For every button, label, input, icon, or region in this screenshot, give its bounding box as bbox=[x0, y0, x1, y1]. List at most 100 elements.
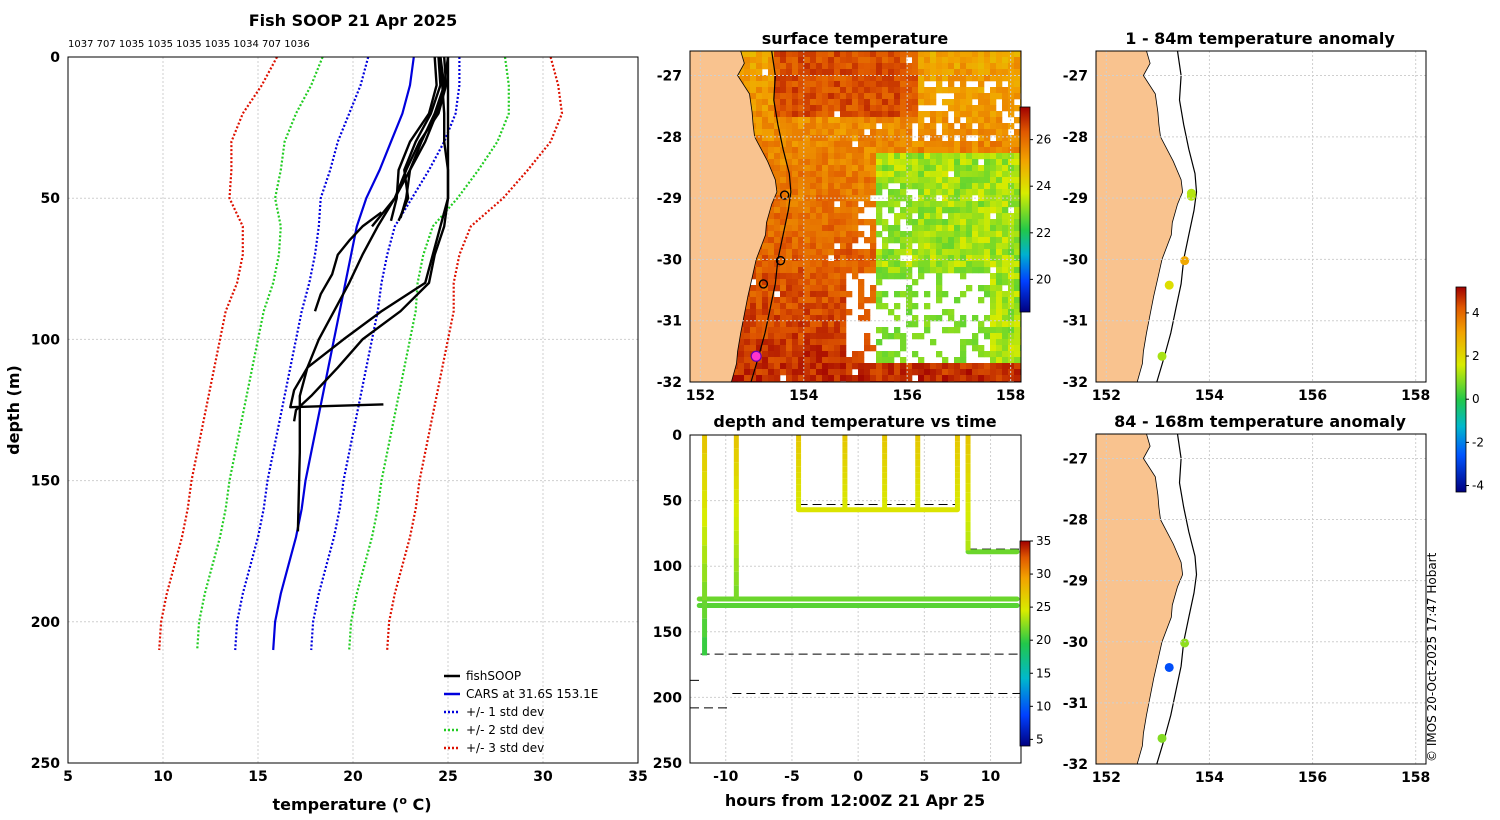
sst-pixel bbox=[996, 297, 1003, 304]
sst-pixel bbox=[882, 147, 889, 154]
sst-pixel bbox=[1008, 243, 1015, 250]
sst-pixel bbox=[780, 117, 787, 124]
sst-pixel bbox=[996, 51, 1003, 58]
sst-pixel bbox=[864, 147, 871, 154]
sst-pixel bbox=[828, 63, 835, 70]
sst-pixel bbox=[738, 369, 745, 376]
sst-pixel bbox=[930, 165, 937, 172]
sst-pixel bbox=[852, 123, 859, 130]
sst-pixel bbox=[810, 315, 817, 322]
sst-pixel bbox=[960, 93, 967, 100]
sst-pixel bbox=[990, 243, 997, 250]
sst-pixel bbox=[858, 117, 865, 124]
sst-pixel bbox=[900, 87, 907, 94]
sst-pixel bbox=[858, 141, 865, 148]
sst-pixel bbox=[954, 297, 961, 304]
sst-pixel bbox=[1002, 171, 1009, 178]
sst-pixel bbox=[996, 153, 1003, 160]
sst-pixel bbox=[816, 351, 823, 358]
sst-pixel bbox=[900, 357, 907, 364]
sst-pixel bbox=[846, 123, 853, 130]
sst-pixel bbox=[822, 81, 829, 88]
sst-pixel bbox=[858, 135, 865, 142]
sst-pixel bbox=[798, 81, 805, 88]
sst-pixel bbox=[936, 279, 943, 286]
sst-pixel bbox=[996, 135, 1003, 142]
sst-pixel bbox=[774, 171, 781, 178]
sst-pixel bbox=[822, 87, 829, 94]
sst-pixel bbox=[996, 123, 1003, 130]
sst-pixel bbox=[798, 225, 805, 232]
sst-pixel bbox=[1014, 309, 1021, 316]
sst-pixel bbox=[846, 81, 853, 88]
sst-pixel bbox=[918, 183, 925, 190]
sst-pixel bbox=[960, 243, 967, 250]
sst-pixel bbox=[822, 339, 829, 346]
sst-pixel bbox=[870, 57, 877, 64]
sst-pixel bbox=[906, 273, 913, 280]
sst-pixel bbox=[846, 147, 853, 154]
sst-pixel bbox=[966, 105, 973, 112]
sst-pixel bbox=[990, 129, 997, 136]
sst-pixel bbox=[798, 195, 805, 202]
sst-pixel bbox=[888, 69, 895, 76]
sst-pixel bbox=[846, 99, 853, 106]
sst-pixel bbox=[834, 213, 841, 220]
sst-pixel bbox=[894, 267, 901, 274]
sst-pixel bbox=[906, 117, 913, 124]
sst-pixel bbox=[846, 309, 853, 316]
sst-pixel bbox=[936, 153, 943, 160]
sst-pixel bbox=[954, 141, 961, 148]
sst-pixel bbox=[882, 375, 889, 382]
sst-xtick: 152 bbox=[686, 388, 715, 404]
sst-pixel bbox=[756, 69, 763, 76]
sst-pixel bbox=[936, 177, 943, 184]
sst-pixel bbox=[882, 249, 889, 256]
time-xtick: 0 bbox=[853, 769, 863, 785]
sst-pixel bbox=[918, 159, 925, 166]
sst-pixel bbox=[792, 69, 799, 76]
sst-pixel bbox=[870, 189, 877, 196]
sst-pixel bbox=[804, 75, 811, 82]
sst-pixel bbox=[930, 213, 937, 220]
sst-pixel bbox=[918, 255, 925, 262]
sst-pixel bbox=[804, 291, 811, 298]
sst-pixel bbox=[936, 237, 943, 244]
sst-pixel bbox=[918, 363, 925, 370]
sst-pixel bbox=[960, 129, 967, 136]
sst-pixel bbox=[792, 303, 799, 310]
sst-pixel bbox=[882, 105, 889, 112]
sst-pixel bbox=[828, 57, 835, 64]
sst-pixel bbox=[1014, 57, 1021, 64]
anom2-ytick: -29 bbox=[1063, 574, 1088, 590]
sst-pixel bbox=[954, 225, 961, 232]
sst-land bbox=[690, 51, 778, 382]
sst-pixel bbox=[816, 363, 823, 370]
sst-pixel bbox=[810, 339, 817, 346]
sst-pixel bbox=[852, 147, 859, 154]
sst-pixel bbox=[792, 141, 799, 148]
sst-pixel bbox=[888, 51, 895, 58]
sst-pixel bbox=[840, 129, 847, 136]
sst-pixel bbox=[846, 255, 853, 262]
sst-pixel bbox=[900, 189, 907, 196]
sst-pixel bbox=[888, 369, 895, 376]
sst-pixel bbox=[864, 267, 871, 274]
sst-pixel bbox=[918, 57, 925, 64]
sst-pixel bbox=[948, 225, 955, 232]
sst-pixel bbox=[798, 375, 805, 382]
sst-pixel bbox=[858, 363, 865, 370]
sst-pixel bbox=[870, 237, 877, 244]
sst-pixel bbox=[1002, 153, 1009, 160]
sst-pixel bbox=[792, 213, 799, 220]
sst-pixel bbox=[792, 183, 799, 190]
sst-pixel bbox=[822, 171, 829, 178]
sst-pixel bbox=[918, 273, 925, 280]
sst-pixel bbox=[960, 57, 967, 64]
sst-pixel bbox=[798, 303, 805, 310]
sst-pixel bbox=[792, 165, 799, 172]
sst-pixel bbox=[924, 111, 931, 118]
sst-pixel bbox=[960, 153, 967, 160]
sst-pixel bbox=[900, 291, 907, 298]
sst-pixel bbox=[948, 363, 955, 370]
